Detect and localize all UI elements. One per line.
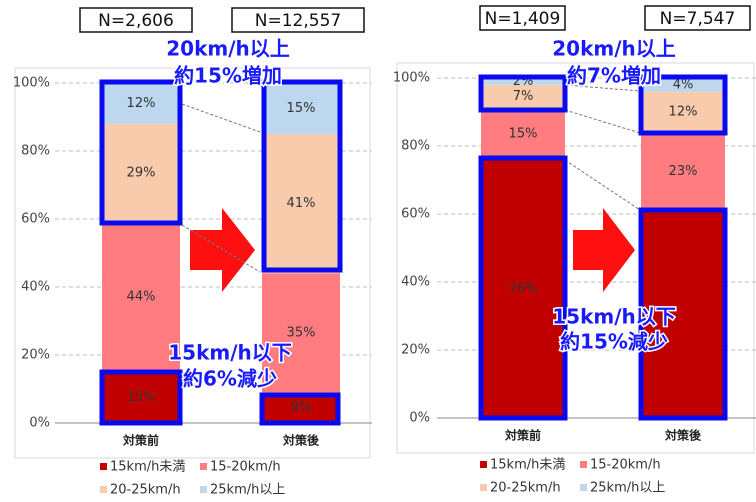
- legend-label: 15-20km/h: [210, 460, 281, 475]
- highlight-box: [259, 392, 341, 426]
- connector-line: [564, 84, 641, 92]
- n-label-box: [231, 7, 365, 33]
- highlight-box: [638, 207, 728, 421]
- annotation: 20km/h以上: [166, 37, 290, 61]
- data-label: 12%: [127, 96, 156, 111]
- y-tick-label: 20%: [401, 343, 430, 358]
- data-label: 35%: [287, 325, 316, 340]
- legend-swatch: [200, 463, 207, 470]
- annotation-layer: N=2,606 N=12,55720km/h以上約15%増加15km/h以下約6%…: [79, 5, 751, 392]
- legend-swatch: [480, 484, 487, 491]
- legend-swatch: [200, 486, 207, 493]
- annotation: 約6%減少: [183, 367, 277, 391]
- arrow: [573, 208, 635, 292]
- y-tick-label: 40%: [21, 280, 50, 295]
- legend-swatch: [580, 484, 587, 491]
- highlight-box: [638, 74, 728, 136]
- legend-label: 25km/h以上: [590, 481, 665, 496]
- y-tick-label: 0%: [409, 411, 430, 426]
- connector-line: [181, 103, 261, 133]
- legend-label: 20-25km/h: [490, 481, 561, 496]
- bar-segment: [641, 132, 725, 211]
- y-tick-label: 100%: [393, 71, 430, 86]
- data-label: 15%: [509, 127, 538, 142]
- n-label-box: [79, 7, 193, 33]
- data-label: 44%: [127, 290, 156, 305]
- data-label: 29%: [127, 166, 156, 181]
- n-label-box: [479, 5, 566, 31]
- data-label: 12%: [669, 105, 698, 120]
- bar-segment: [641, 78, 725, 92]
- highlight-box: [99, 79, 183, 226]
- bar-segment: [102, 83, 180, 124]
- y-tick-label: 40%: [401, 275, 430, 290]
- x-tick-label: 対策後: [664, 428, 702, 443]
- bar-segment: [262, 134, 340, 274]
- bar-segment: [481, 159, 565, 418]
- x-tick-label: 対策前: [122, 433, 159, 448]
- y-tick-label: 80%: [21, 144, 50, 159]
- legend-label: 25km/h以上: [210, 483, 285, 498]
- connector-line: [181, 224, 261, 273]
- y-tick-label: 20%: [21, 348, 50, 363]
- data-label: 23%: [669, 164, 698, 179]
- chart-layer: 0% 20% 40% 60% 80% 100% 15% 44% 29% 12% 対策前 9% 35% 41…: [13, 62, 756, 498]
- x-tick-label: 対策前: [504, 428, 541, 443]
- legend-label: 15-20km/h: [590, 458, 661, 473]
- bar-segment: [481, 108, 565, 160]
- n-label: N=7,547: [660, 9, 736, 29]
- y-tick-label: 60%: [21, 212, 50, 227]
- annotation: 15km/h以下: [552, 305, 676, 329]
- data-label: 15%: [127, 390, 156, 405]
- y-tick-label: 100%: [13, 76, 50, 91]
- x-tick-label: 対策後: [282, 433, 320, 448]
- data-label: 76%: [509, 281, 538, 296]
- highlight-box: [478, 155, 568, 421]
- bar-segment: [481, 84, 565, 109]
- data-label: 4%: [673, 77, 694, 92]
- data-label: 7%: [513, 89, 534, 104]
- y-tick-label: 0%: [29, 416, 50, 431]
- legend-swatch: [580, 461, 587, 468]
- bar-segment: [481, 78, 565, 85]
- legend-swatch: [480, 461, 487, 468]
- annotation: 約15%減少: [560, 330, 668, 354]
- legend-label: 15km/h未満: [490, 458, 565, 473]
- data-label: 41%: [287, 196, 316, 211]
- annotation: 20km/h以上: [552, 37, 676, 61]
- plot-frame: [14, 67, 371, 459]
- highlight-box: [261, 79, 343, 273]
- data-label: 9%: [291, 400, 312, 415]
- n-label: N=12,557: [255, 11, 341, 31]
- y-tick-label: 60%: [401, 207, 430, 222]
- bar-segment: [262, 83, 340, 134]
- n-label: N=1,409: [485, 9, 561, 29]
- bar-segment: [102, 222, 180, 372]
- legend-label: 20-25km/h: [110, 483, 181, 498]
- annotation: 約7%増加: [567, 64, 661, 88]
- bar-segment: [262, 273, 340, 393]
- data-label: 15%: [287, 101, 316, 116]
- annotation: 15km/h以下: [168, 341, 292, 365]
- bar-segment: [102, 123, 180, 223]
- bar-segment: [641, 91, 725, 133]
- y-tick-label: 80%: [401, 139, 430, 154]
- connector-line: [564, 159, 641, 211]
- annotation: 約15%増加: [174, 64, 282, 88]
- bar-segment: [641, 210, 725, 418]
- arrow: [190, 208, 255, 292]
- highlight-boxes: [99, 74, 728, 426]
- bar-segment: [102, 372, 180, 423]
- connector-line: [564, 109, 641, 134]
- n-label: N=2,606: [98, 11, 174, 31]
- legend-swatch: [100, 486, 107, 493]
- n-label-box: [644, 5, 751, 31]
- highlight-box: [478, 74, 568, 113]
- plot-frame: [396, 62, 755, 454]
- legend-swatch: [100, 463, 107, 470]
- highlight-box: [99, 369, 183, 426]
- connector: [181, 84, 641, 273]
- legend-label: 15km/h未満: [110, 460, 185, 475]
